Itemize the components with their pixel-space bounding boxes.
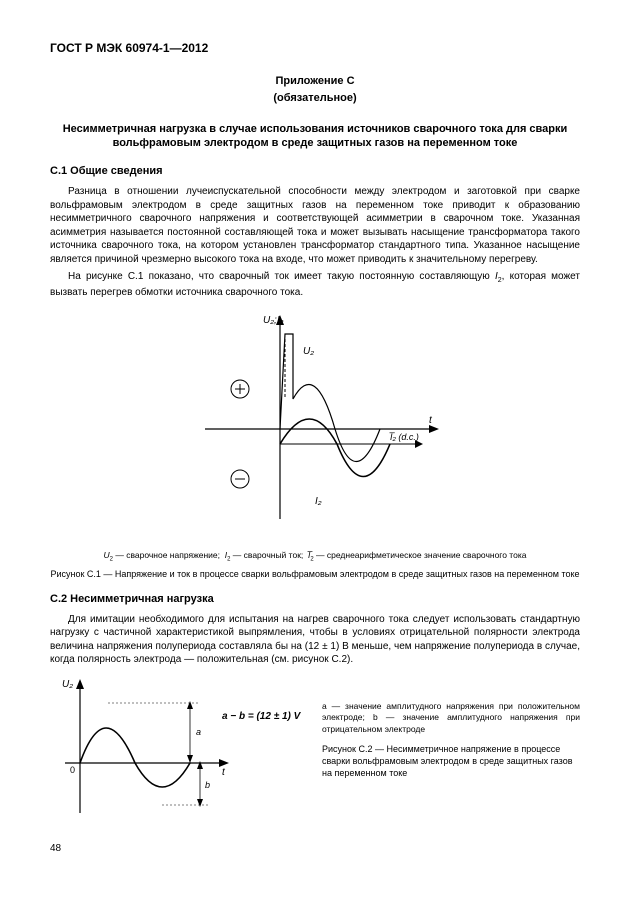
figure-c1-legend: U2 — сварочное напряжение; I2 — сварочны… [50,550,580,564]
figure-c1-caption: Рисунок С.1 — Напряжение и ток в процесс… [50,568,580,580]
legend-text: — сварочный ток; [230,550,308,560]
appendix-sublabel: (обязательное) [50,91,580,106]
appendix-label: Приложение С [50,74,580,89]
legend-text: — сварочное напряжение; [113,550,225,560]
svg-text:b: b [205,780,210,790]
figure-c2-svg: U₂ t a b a − b = (12 ± 1) V 0 [50,673,310,823]
svg-text:U₂: U₂ [303,346,314,357]
section-c1-head: С.1 Общие сведения [50,164,580,179]
svg-text:t: t [222,767,226,778]
figure-c1: U₂;I₂ t U₂ I₂ I̅₂ (d.c.) [50,309,580,544]
figure-c2-formula: a − b = (12 ± 1) V [222,711,302,722]
figure-c1-svg: U₂;I₂ t U₂ I₂ I̅₂ (d.c.) [185,309,445,539]
figure-c2-note: a — значение амплитудного напряжения при… [322,701,580,735]
svg-text:t: t [429,415,433,426]
section-c2-head: С.2 Несимметричная нагрузка [50,592,580,607]
section-c2-p1: Для имитации необходимого для испытания … [50,613,580,667]
document-id: ГОСТ Р МЭК 60974-1—2012 [50,40,580,56]
figure-c2-caption: Рисунок С.2 — Несимметричное напряжение … [322,743,580,779]
page-title: Несимметричная нагрузка в случае использ… [50,122,580,151]
section-c1-p2: На рисунке С.1 показано, что сварочный т… [50,270,580,299]
svg-text:I₂: I₂ [315,496,322,507]
svg-text:0: 0 [70,765,75,775]
figure-c2-row: U₂ t a b a − b = (12 ± 1) V 0 a — значен… [50,673,580,828]
svg-text:U₂: U₂ [62,679,73,690]
figure-c2: U₂ t a b a − b = (12 ± 1) V 0 [50,673,310,828]
svg-text:a: a [196,727,201,737]
text-fragment: На рисунке С.1 показано, что сварочный т… [68,271,495,282]
legend-text: — среднеарифметическое значение сварочно… [314,550,527,560]
svg-text:U₂;I₂: U₂;I₂ [263,315,284,326]
page-number: 48 [50,842,580,856]
svg-text:I̅₂ (d.c.): I̅₂ (d.c.) [389,432,419,442]
section-c1-p1: Разница в отношении лучеиспускательной с… [50,185,580,266]
